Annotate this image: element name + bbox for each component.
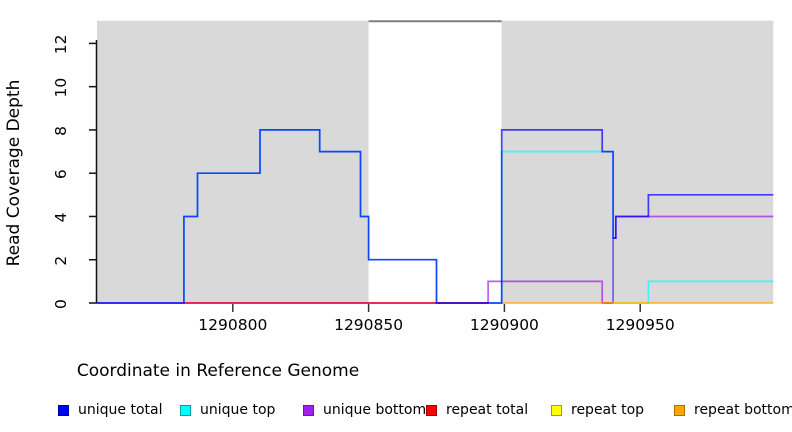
legend-label: repeat bottom xyxy=(694,402,792,418)
legend-swatch-icon xyxy=(303,404,314,416)
legend-item-repeat-top: repeat top xyxy=(551,401,644,419)
coverage-plot-canvas: 0 2 4 6 8 10 12 1290800 1290850 1290900 1290950 xyxy=(52,20,774,334)
legend-label: repeat top xyxy=(571,402,645,418)
x-axis-title-row: Coordinate in Reference Genome xyxy=(0,361,792,381)
legend-swatch-icon xyxy=(551,404,562,416)
legend-label: unique bottom xyxy=(323,402,427,418)
x-tick-label: 1290950 xyxy=(606,316,675,334)
x-tick-label: 1290900 xyxy=(470,316,539,334)
legend-item-unique-total: unique total xyxy=(58,401,162,419)
legend-label: repeat total xyxy=(446,402,529,418)
legend-item-unique-top: unique top xyxy=(180,401,275,419)
legend: unique total unique top unique bottom repea… xyxy=(0,401,792,425)
y-tick-label: 6 xyxy=(52,169,70,179)
legend-item-repeat-bottom: repeat bottom xyxy=(674,401,792,419)
y-tick-label: 8 xyxy=(52,126,70,136)
legend-swatch-icon xyxy=(180,404,191,416)
legend-swatch-icon xyxy=(58,404,69,416)
legend-swatch-icon xyxy=(674,404,685,416)
legend-label: unique total xyxy=(78,402,163,418)
legend-swatch-icon xyxy=(426,404,437,416)
y-tick-label: 0 xyxy=(52,299,70,309)
x-axis-title: Coordinate in Reference Genome xyxy=(76,361,360,381)
y-tick-label: 4 xyxy=(52,213,70,223)
shaded-region-2 xyxy=(501,20,774,303)
y-tick-label: 12 xyxy=(52,35,70,55)
y-axis-title: Read Coverage Depth xyxy=(4,79,24,267)
series-unique-total xyxy=(97,129,774,304)
legend-item-repeat-total: repeat total xyxy=(426,401,528,419)
y-tick-label: 2 xyxy=(52,256,70,266)
legend-label: unique top xyxy=(200,402,276,418)
x-tick-label: 1290850 xyxy=(334,316,403,334)
legend-item-unique-bottom: unique bottom xyxy=(303,401,426,419)
shaded-region-1 xyxy=(97,20,369,303)
y-tick-label: 10 xyxy=(52,78,70,98)
x-tick-label: 1290800 xyxy=(198,316,267,334)
